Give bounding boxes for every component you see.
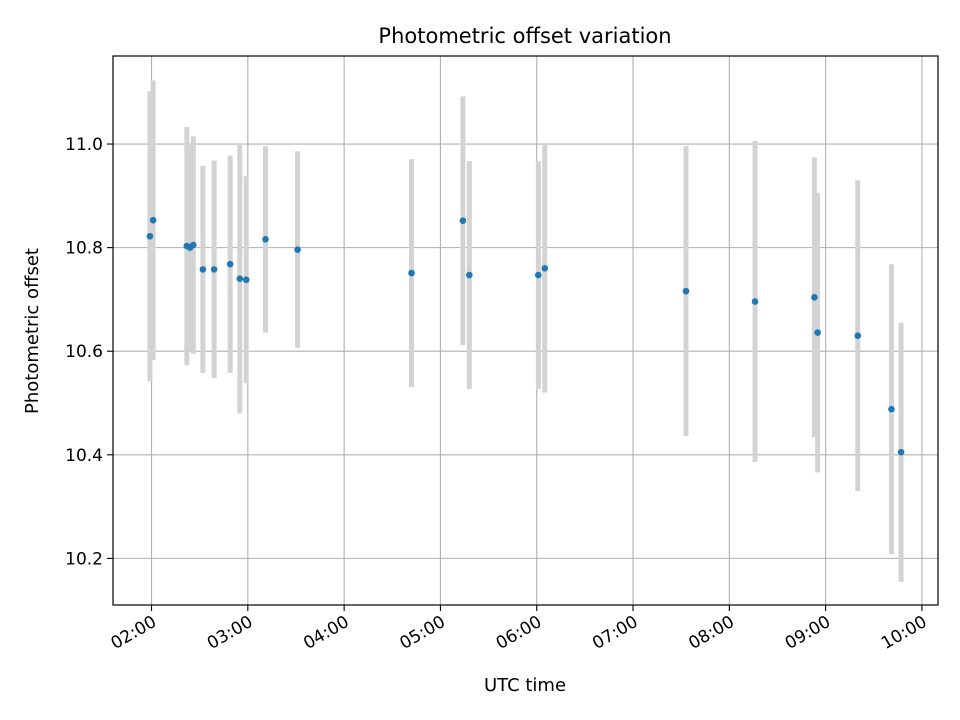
- x-tick-label: 06:00: [493, 612, 545, 654]
- y-axis-label: Photometric offset: [22, 248, 43, 414]
- data-points: [146, 216, 905, 456]
- x-tick-label: 07:00: [589, 612, 641, 654]
- y-tick-label: 10.2: [65, 549, 103, 569]
- data-point: [751, 298, 759, 305]
- data-point: [210, 266, 218, 273]
- chart-title: Photometric offset variation: [378, 24, 671, 48]
- x-tick-label: 04:00: [300, 612, 352, 654]
- y-tick-label: 10.4: [65, 446, 103, 466]
- data-point: [459, 217, 467, 224]
- data-point: [535, 271, 542, 279]
- data-point: [236, 275, 244, 283]
- plot-area-frame: [112, 55, 939, 606]
- data-point: [294, 246, 301, 254]
- data-point: [897, 448, 905, 456]
- data-point: [811, 294, 818, 301]
- data-point: [149, 216, 157, 224]
- data-point: [242, 276, 250, 284]
- y-tick-label: 10.6: [65, 342, 103, 362]
- data-point: [854, 332, 862, 339]
- error-bars: [147, 80, 904, 582]
- x-tick-label: 10:00: [878, 612, 930, 654]
- x-tick-label: 08:00: [685, 612, 737, 654]
- y-tick-label: 10.8: [65, 239, 103, 259]
- x-tick-label: 02:00: [108, 612, 160, 654]
- data-point: [226, 260, 234, 268]
- x-tick-label: 03:00: [204, 612, 256, 654]
- data-point: [408, 269, 415, 277]
- x-tick-label: 09:00: [782, 612, 834, 654]
- x-axis-label: UTC time: [484, 675, 566, 696]
- data-point: [146, 232, 154, 240]
- y-tick-label: 11.0: [65, 135, 103, 155]
- data-point: [466, 271, 473, 279]
- data-point: [888, 405, 895, 413]
- x-tick-label: 05:00: [396, 612, 448, 654]
- data-point: [189, 241, 197, 249]
- data-point: [814, 329, 821, 336]
- data-point: [262, 236, 269, 243]
- data-point: [541, 265, 549, 272]
- data-point: [682, 287, 690, 295]
- data-point: [199, 266, 207, 273]
